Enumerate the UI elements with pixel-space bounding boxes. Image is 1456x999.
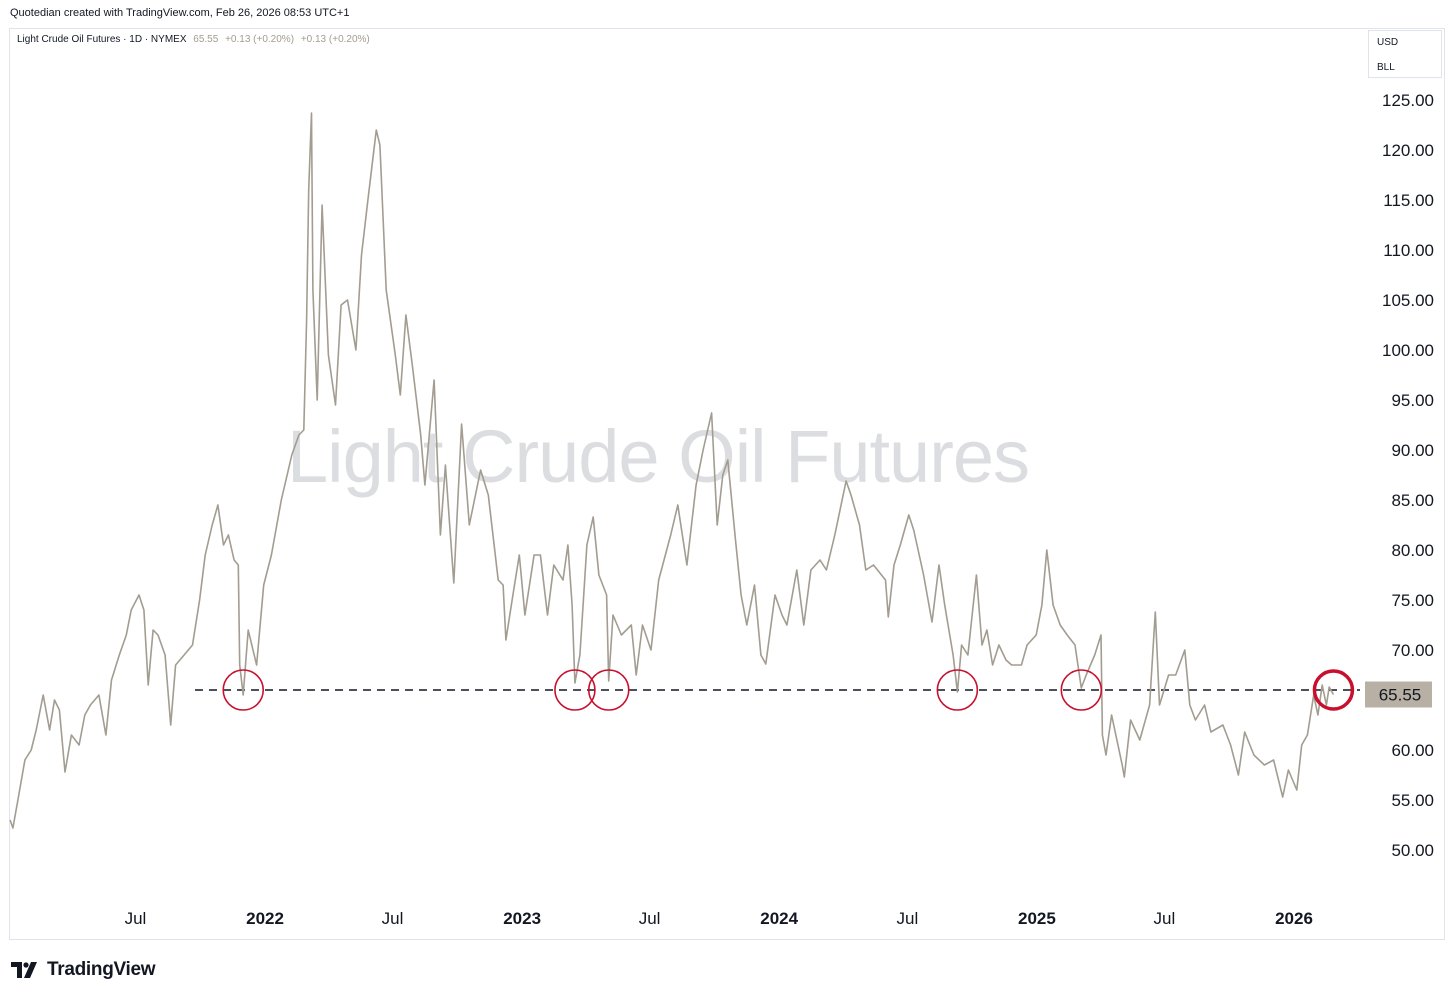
symbol-legend[interactable]: Light Crude Oil Futures · 1D · NYMEX 65.… xyxy=(17,34,370,45)
y-tick-label: 55.00 xyxy=(1391,791,1434,810)
price-line xyxy=(9,112,1335,829)
x-tick-label: Jul xyxy=(1154,909,1176,928)
symbol-name[interactable]: Light Crude Oil Futures · 1D · NYMEX xyxy=(17,34,187,45)
x-tick-label: 2023 xyxy=(503,909,541,928)
y-tick-label: 75.00 xyxy=(1391,591,1434,610)
low-marker-circle xyxy=(936,669,979,711)
x-tick-label: 2026 xyxy=(1275,909,1313,928)
y-tick-label: 100.00 xyxy=(1382,341,1434,360)
last-price-label: 65.55 xyxy=(1379,686,1422,705)
y-tick-label: 90.00 xyxy=(1391,441,1434,460)
legend-change: +0.13 (+0.20%) xyxy=(225,34,295,45)
legend-price: 65.55 xyxy=(193,34,219,45)
low-marker-circle xyxy=(1312,669,1355,711)
low-marker-circle xyxy=(587,669,630,711)
y-tick-label: 105.00 xyxy=(1382,291,1434,310)
y-tick-label: 110.00 xyxy=(1383,241,1434,260)
y-tick-label: 80.00 xyxy=(1391,541,1434,560)
currency-label: USD xyxy=(1377,37,1399,48)
currency-unit-box[interactable]: USD BLL xyxy=(1368,30,1442,78)
chart-attribution: Quotedian created with TradingView.com, … xyxy=(10,7,350,19)
chart-frame xyxy=(9,28,1445,940)
y-tick-label: 85.00 xyxy=(1391,491,1434,510)
low-marker-circle xyxy=(554,669,596,711)
tradingview-logo-icon xyxy=(11,962,37,978)
unit-label: BLL xyxy=(1377,62,1395,73)
x-tick-label: 2025 xyxy=(1018,909,1056,928)
x-tick-label: 2022 xyxy=(246,909,284,928)
y-tick-label: 115.00 xyxy=(1383,191,1434,210)
y-tick-label: 120.00 xyxy=(1382,141,1434,160)
symbol-watermark: Light Crude Oil Futures xyxy=(287,415,1030,498)
y-tick-label: 125.00 xyxy=(1382,91,1434,110)
tradingview-logo-text: TradingView xyxy=(47,959,156,980)
low-marker-circle xyxy=(1060,669,1103,711)
low-marker-circle xyxy=(222,669,265,711)
y-tick-label: 70.00 xyxy=(1391,641,1434,660)
tradingview-logo[interactable]: TradingView xyxy=(11,959,156,981)
x-tick-label: Jul xyxy=(639,909,661,928)
last-price-label-bg xyxy=(1365,681,1432,708)
y-tick-label: 95.00 xyxy=(1391,391,1434,410)
x-tick-label: Jul xyxy=(896,909,918,928)
x-tick-label: 2024 xyxy=(760,909,798,928)
legend-change-2: +0.13 (+0.20%) xyxy=(300,34,370,45)
x-tick-label: Jul xyxy=(125,909,147,928)
y-tick-label: 60.00 xyxy=(1391,741,1434,760)
y-tick-label: 50.00 xyxy=(1391,841,1434,860)
x-tick-label: Jul xyxy=(382,909,404,928)
